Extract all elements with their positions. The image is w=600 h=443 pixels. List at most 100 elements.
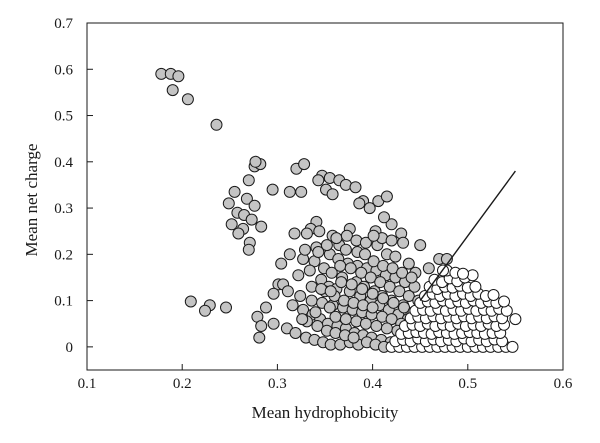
y-tick-label: 0: [66, 340, 74, 356]
gray-data-point: [295, 185, 308, 198]
gray-data-point: [389, 250, 402, 263]
white-data-point: [457, 267, 469, 280]
gray-data-point: [363, 202, 376, 215]
y-tick-label: 0.4: [54, 155, 73, 171]
gray-data-point: [275, 257, 288, 270]
gray-data-point: [248, 199, 261, 212]
gray-data-point: [359, 317, 372, 330]
gray-data-point: [402, 290, 415, 302]
gray-data-point: [255, 220, 268, 233]
gray-data-point: [367, 255, 380, 268]
white-data-point: [506, 340, 519, 353]
y-tick-label: 0.7: [54, 16, 73, 32]
gray-data-point: [380, 190, 393, 203]
gray-data-point: [289, 327, 302, 339]
gray-data-point: [330, 232, 343, 245]
gray-data-point: [334, 259, 347, 272]
gray-data-point: [199, 304, 211, 317]
data-points: [155, 67, 522, 353]
gray-data-point: [288, 227, 301, 240]
gray-data-point: [312, 246, 325, 258]
gray-data-point: [242, 174, 255, 187]
white-data-point: [487, 289, 500, 301]
gray-data-point: [225, 218, 238, 231]
gray-data-point: [232, 227, 245, 240]
gray-data-point: [385, 218, 398, 231]
plot-frame: [86, 22, 564, 371]
white-data-point: [469, 280, 482, 293]
gray-data-point: [396, 266, 409, 279]
gray-data-point: [339, 243, 352, 256]
gray-data-point: [245, 213, 258, 226]
gray-data-point: [305, 294, 318, 307]
gray-data-point: [359, 236, 372, 249]
gray-data-point: [340, 229, 353, 242]
gray-data-point: [181, 93, 194, 106]
gray-data-point: [398, 301, 410, 314]
x-tick-label: 0.2: [173, 376, 192, 392]
gray-data-point: [166, 84, 179, 97]
gray-data-point: [344, 262, 357, 275]
gray-data-point: [312, 174, 325, 187]
gray-data-point: [414, 239, 427, 252]
white-data-point: [509, 313, 522, 326]
y-tick-label: 0.1: [54, 294, 73, 310]
y-tick-label: 0.5: [54, 109, 73, 125]
gray-data-point: [300, 227, 313, 240]
white-data-point: [498, 295, 510, 308]
gray-data-point: [356, 283, 369, 295]
x-axis-title: Mean hydrophobicity: [252, 403, 399, 422]
gray-data-point: [220, 301, 232, 314]
gray-data-point: [366, 301, 379, 314]
gray-data-point: [281, 285, 294, 298]
gray-data-point: [422, 262, 435, 275]
gray-data-point: [377, 292, 390, 305]
gray-data-point: [286, 299, 299, 312]
gray-data-point: [283, 185, 296, 198]
gray-data-point: [385, 234, 398, 247]
gray-data-point: [383, 280, 396, 293]
gray-data-point: [324, 285, 337, 298]
gray-data-point: [345, 278, 358, 291]
gray-data-point: [294, 290, 307, 302]
gray-data-point: [242, 243, 255, 256]
gray-data-point: [353, 197, 366, 210]
gray-data-point: [374, 276, 387, 289]
gray-data-point: [222, 197, 235, 210]
gray-data-point: [292, 269, 305, 282]
gray-data-point: [359, 248, 371, 261]
gray-data-point: [267, 287, 280, 300]
gray-data-point: [296, 313, 309, 326]
y-axis-ticks: 0 0.1 0.2 0.3 0.4 0.5 0.6 0.7: [54, 16, 93, 356]
gray-data-point: [387, 296, 400, 309]
x-tick-label: 0.4: [363, 376, 382, 392]
gray-data-point: [335, 276, 348, 289]
gray-data-point: [393, 285, 406, 298]
gray-data-point: [253, 331, 266, 344]
y-tick-label: 0.6: [54, 62, 73, 78]
gray-data-point: [405, 271, 418, 284]
gray-data-point: [210, 118, 223, 131]
gray-data-point: [380, 322, 393, 335]
gray-data-point: [283, 248, 296, 261]
x-tick-label: 0.1: [78, 376, 97, 392]
gray-data-point: [299, 243, 311, 256]
gray-data-point: [240, 192, 253, 205]
gray-data-point: [266, 183, 279, 196]
y-axis-title: Mean net charge: [22, 144, 41, 257]
gray-data-point: [325, 266, 338, 279]
gray-data-point: [347, 331, 360, 344]
gray-data-point: [172, 70, 185, 83]
trend-line: [419, 170, 516, 302]
gray-data-point: [228, 185, 241, 198]
gray-data-point: [249, 155, 262, 168]
y-tick-label: 0.3: [54, 201, 73, 217]
gray-data-point: [255, 320, 268, 332]
x-tick-label: 0.5: [458, 376, 477, 392]
gray-data-point: [355, 266, 368, 279]
x-axis-ticks: 0.1 0.2 0.3 0.4 0.5 0.6: [78, 364, 573, 392]
x-tick-label: 0.6: [554, 376, 573, 392]
gray-data-point: [260, 301, 272, 314]
gray-data-point: [349, 181, 362, 194]
gray-data-point: [303, 264, 316, 277]
